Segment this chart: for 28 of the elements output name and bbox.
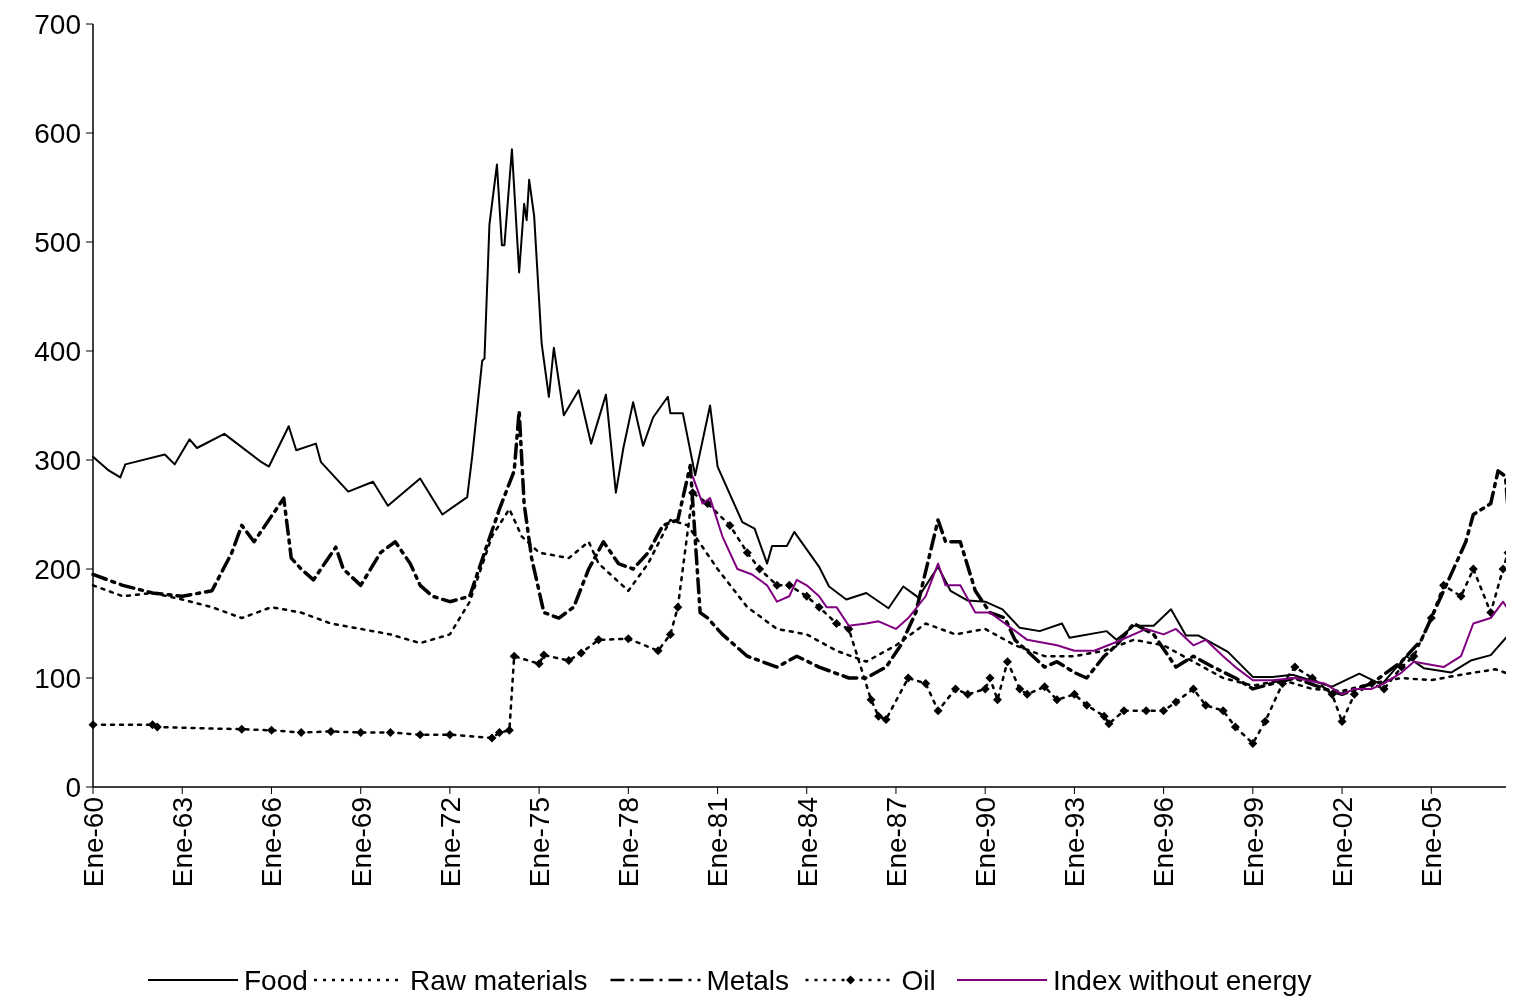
y-tick-label: 300 [34, 444, 81, 476]
x-tick-label: Ene-81 [702, 797, 734, 888]
y-tick-label: 700 [34, 8, 81, 40]
x-tick-label: Ene-69 [345, 797, 377, 888]
y-tick-label: 200 [34, 553, 81, 585]
x-tick-label: Ene-75 [523, 797, 555, 888]
x-tick-label: Ene-63 [167, 797, 199, 888]
x-tick-label: Ene-66 [256, 797, 288, 888]
x-tick-label: Ene-90 [970, 797, 1001, 888]
legend-label: Food [244, 964, 308, 996]
x-tick-label: Ene-93 [1059, 797, 1091, 888]
x-tick-label: Ene-87 [880, 797, 912, 888]
x-tick-label: Ene-05 [1416, 797, 1448, 888]
x-tick-label: Ene-02 [1326, 797, 1358, 888]
x-tick-label: Ene-99 [1237, 797, 1269, 888]
y-tick-label: 500 [34, 226, 81, 258]
x-tick-label: Ene-78 [613, 797, 645, 888]
line-series [691, 475, 1506, 696]
legend-label: Metals [706, 964, 789, 996]
legend-label: Raw materials [410, 964, 588, 996]
legend-label: Index without energy [1053, 964, 1312, 996]
x-tick-label: Ene-84 [791, 797, 823, 888]
legend-label: Oil [901, 964, 936, 996]
x-tick-label: Ene-96 [1148, 797, 1180, 888]
y-tick-label: 100 [34, 662, 81, 694]
x-tick-label: Ene-72 [434, 797, 466, 888]
y-tick-label: 400 [34, 335, 81, 367]
y-tick-label: 600 [34, 117, 81, 149]
